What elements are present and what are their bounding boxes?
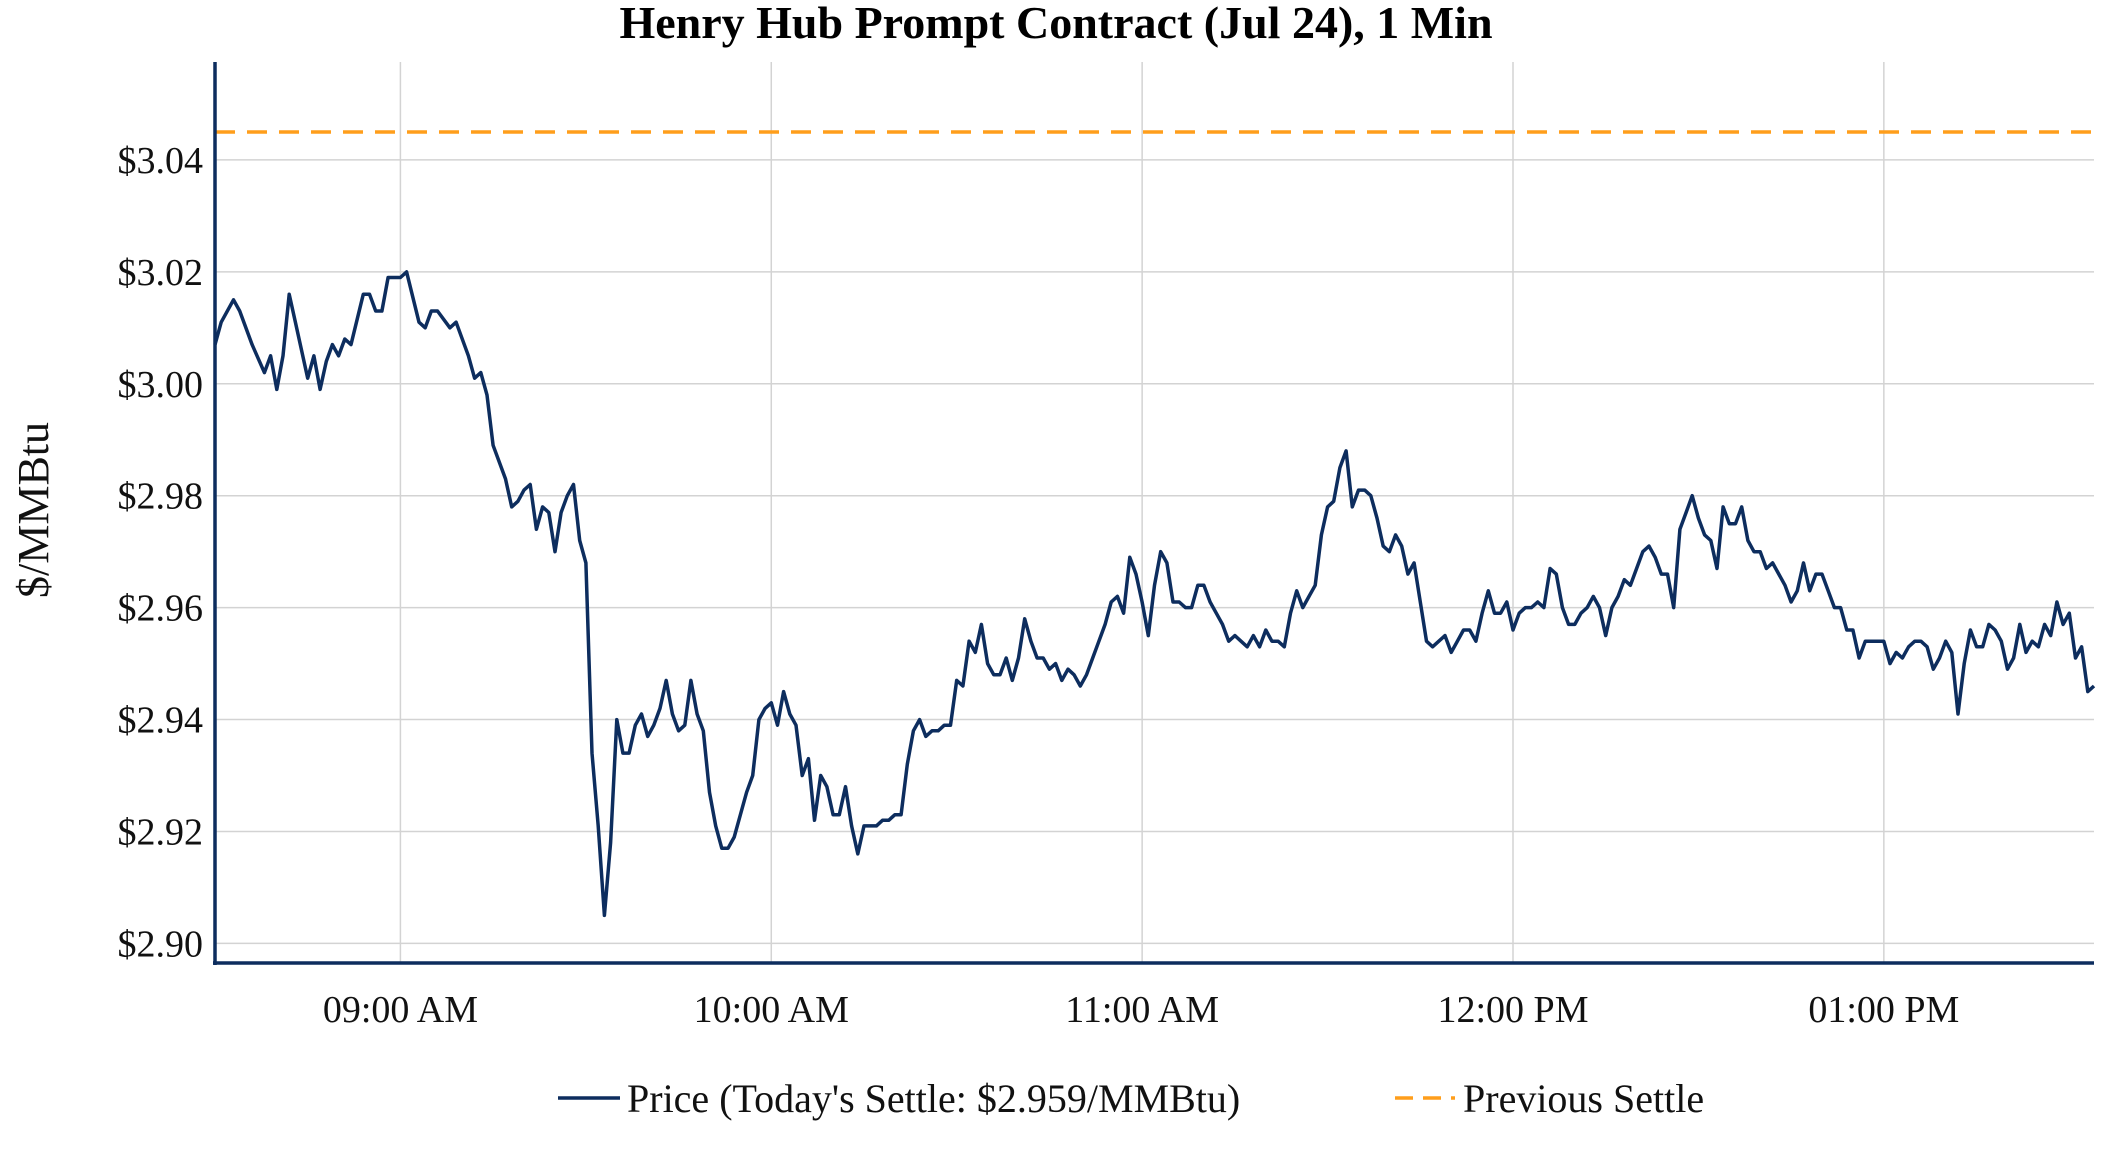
legend: Price (Today's Settle: $2.959/MMBtu) Pre… [558,1076,1704,1121]
y-tick-label: $2.92 [118,811,204,853]
x-axis-ticks: 09:00 AM 10:00 AM 11:00 AM 12:00 PM 01:00 PM [323,989,1960,1031]
chart-title: Henry Hub Prompt Contract (Jul 24), 1 Mi… [619,0,1492,48]
legend-label-price: Price (Today's Settle: $2.959/MMBtu) [627,1076,1240,1121]
price-line [213,270,2096,918]
y-tick-label: $2.98 [118,476,204,518]
y-tick-label: $3.04 [118,140,204,182]
y-axis-label: $/MMBtu [9,422,58,598]
x-tick-label: 11:00 AM [1065,989,1219,1031]
x-tick-label: 10:00 AM [694,989,849,1031]
x-tick-label: 09:00 AM [323,989,478,1031]
y-tick-label: $3.02 [118,252,204,294]
y-tick-label: $2.94 [118,700,204,742]
grid-lines [215,62,2094,963]
y-tick-label: $2.96 [118,588,204,630]
x-tick-label: 01:00 PM [1808,989,1959,1031]
legend-label-previous-settle: Previous Settle [1463,1076,1704,1121]
y-axis-ticks: $2.90 $2.92 $2.94 $2.96 $2.98 $3.00 $3.02 $3.04 [118,140,204,965]
x-tick-label: 12:00 PM [1438,989,1589,1031]
y-tick-label: $3.00 [118,364,204,406]
y-tick-label: $2.90 [118,923,204,965]
